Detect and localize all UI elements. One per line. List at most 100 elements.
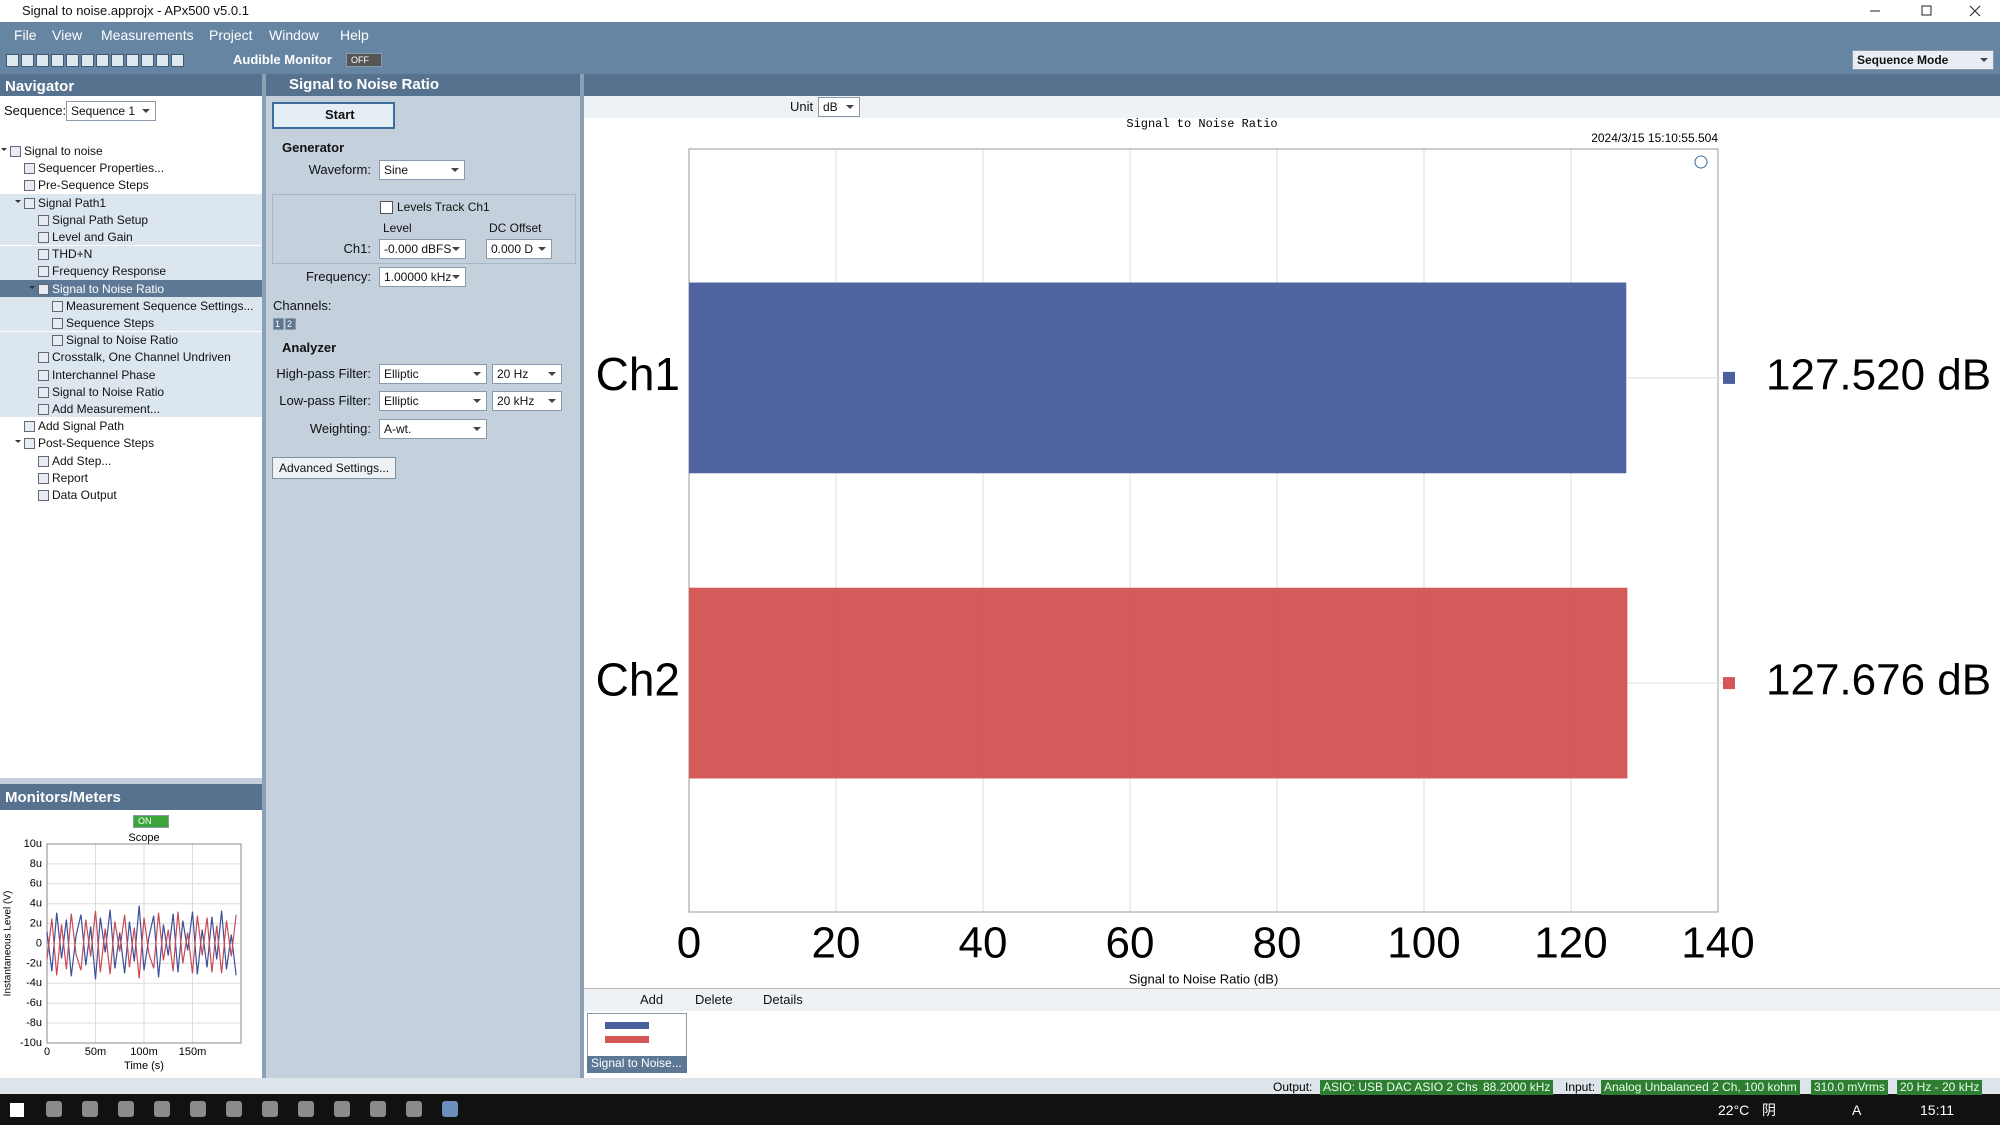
tree-item[interactable]: Interchannel Phase bbox=[52, 367, 156, 382]
tree-item[interactable]: Add Signal Path bbox=[38, 419, 125, 434]
category-label: Ch2 bbox=[596, 653, 680, 705]
tree-item[interactable]: Signal Path Setup bbox=[52, 212, 149, 227]
tree-icon bbox=[38, 386, 49, 398]
thumbnail-caption[interactable]: Signal to Noise... bbox=[587, 1056, 687, 1073]
checkbox[interactable] bbox=[380, 201, 393, 214]
tree-item[interactable]: Pre-Sequence Steps bbox=[38, 178, 149, 193]
expander[interactable] bbox=[29, 285, 35, 292]
toolbar-icon[interactable] bbox=[126, 54, 139, 67]
menu-item[interactable]: Measurements bbox=[101, 27, 194, 43]
taskbar-text: 15:11 bbox=[1920, 1102, 1954, 1118]
level-input[interactable]: -0.000 dBFS bbox=[379, 239, 466, 259]
expander[interactable] bbox=[15, 440, 21, 447]
tree-item[interactable]: Signal to noise bbox=[24, 144, 103, 158]
tree-item[interactable]: Signal to Noise Ratio bbox=[52, 281, 165, 296]
details-button[interactable]: Details bbox=[763, 992, 803, 1007]
frequency-input[interactable]: 1.00000 kHz bbox=[379, 267, 466, 287]
toolbar-icon[interactable] bbox=[111, 54, 124, 67]
tree-item[interactable]: Add Measurement... bbox=[52, 402, 161, 416]
tree-icon bbox=[38, 369, 49, 381]
start-button[interactable] bbox=[272, 102, 395, 129]
tree-item[interactable]: Report bbox=[52, 470, 89, 485]
toolbar-icon[interactable] bbox=[96, 54, 109, 67]
toolbar-icon[interactable] bbox=[51, 54, 64, 67]
taskbar-icon[interactable] bbox=[334, 1101, 350, 1117]
tree-item[interactable]: Post-Sequence Steps bbox=[38, 436, 155, 451]
taskbar-icon[interactable] bbox=[190, 1101, 206, 1117]
toolbar-icon[interactable] bbox=[36, 54, 49, 67]
taskbar-icon[interactable] bbox=[370, 1101, 386, 1117]
delete-button[interactable]: Delete bbox=[695, 992, 733, 1007]
status-field: 88.2000 kHz bbox=[1480, 1080, 1554, 1095]
taskbar-icon[interactable] bbox=[154, 1101, 170, 1117]
toolbar-icon[interactable] bbox=[21, 54, 34, 67]
monitor-toggle[interactable]: OFF bbox=[346, 53, 382, 67]
tree-item[interactable]: Signal Path1 bbox=[38, 195, 107, 210]
x-tick-label: 60 bbox=[1106, 919, 1155, 968]
channel-button[interactable]: 2 bbox=[285, 318, 296, 330]
filter-input[interactable]: 20 Hz bbox=[492, 364, 562, 384]
taskbar-icon[interactable] bbox=[406, 1101, 422, 1117]
restore[interactable] bbox=[1921, 5, 1932, 16]
tree-item[interactable]: THD+N bbox=[52, 247, 93, 262]
add-button[interactable]: Add bbox=[640, 992, 664, 1007]
menu-item[interactable]: Project bbox=[209, 27, 253, 43]
start-label[interactable]: Start bbox=[325, 107, 355, 122]
start-icon[interactable] bbox=[10, 1103, 24, 1117]
menu-item[interactable]: View bbox=[52, 27, 83, 43]
checkbox-label: Levels Track Ch1 bbox=[397, 200, 490, 214]
expander[interactable] bbox=[15, 199, 21, 206]
navigator-title: Navigator bbox=[5, 78, 75, 95]
expander[interactable] bbox=[1, 148, 7, 154]
x-tick-label: 40 bbox=[959, 919, 1008, 968]
tree-item[interactable]: Measurement Sequence Settings... bbox=[66, 298, 254, 313]
taskbar-icon[interactable] bbox=[118, 1101, 134, 1117]
taskbar-icon[interactable] bbox=[46, 1101, 62, 1117]
monitor-state[interactable]: ON bbox=[133, 815, 169, 828]
close[interactable] bbox=[1969, 5, 1981, 17]
taskbar-icon[interactable] bbox=[262, 1101, 278, 1117]
weighting-select[interactable]: A-wt. bbox=[379, 419, 487, 439]
tree-item[interactable]: Sequence Steps bbox=[66, 316, 155, 330]
menu-item[interactable]: File bbox=[14, 27, 37, 43]
tree-item[interactable]: Level and Gain bbox=[52, 230, 133, 244]
toolbar-icon[interactable] bbox=[171, 54, 184, 67]
taskbar-icon[interactable] bbox=[298, 1101, 314, 1117]
toolbar-icon[interactable] bbox=[66, 54, 79, 67]
toolbar-icon[interactable] bbox=[156, 54, 169, 67]
column-label: Level bbox=[383, 221, 412, 235]
toolbar-icon[interactable] bbox=[6, 54, 19, 67]
tree-item[interactable]: Add Step... bbox=[52, 453, 112, 468]
channel-button[interactable]: 1 bbox=[273, 318, 284, 330]
tree-icon bbox=[38, 404, 49, 415]
dc-offset-input[interactable]: 0.000 D bbox=[486, 239, 552, 259]
tree-item[interactable]: Crosstalk, One Channel Undriven bbox=[52, 350, 231, 365]
x-axis-label: Signal to Noise Ratio (dB) bbox=[1129, 971, 1279, 986]
tree-item[interactable]: Signal to Noise Ratio bbox=[66, 333, 179, 348]
mode-select[interactable]: Sequence Mode bbox=[1852, 50, 1994, 70]
taskbar-icon[interactable] bbox=[442, 1101, 458, 1117]
field-label: Ch1: bbox=[343, 241, 371, 256]
tree-item[interactable]: Frequency Response bbox=[52, 264, 167, 279]
title-bar bbox=[0, 0, 2000, 22]
waveform-select[interactable]: Sine bbox=[379, 160, 465, 180]
tree-item[interactable]: Sequencer Properties... bbox=[38, 161, 165, 176]
menu-item[interactable]: Window bbox=[269, 27, 319, 43]
filter-select[interactable]: Elliptic bbox=[379, 364, 487, 384]
status-field: 20 Hz - 20 kHz bbox=[1897, 1080, 1983, 1095]
taskbar-icon[interactable] bbox=[82, 1101, 98, 1117]
menu-item[interactable]: Help bbox=[340, 27, 369, 43]
tree-item[interactable]: Signal to Noise Ratio bbox=[52, 384, 165, 399]
advanced-button[interactable]: Advanced Settings... bbox=[272, 457, 397, 479]
filter-select[interactable]: Elliptic bbox=[379, 391, 487, 411]
toolbar-icon[interactable] bbox=[141, 54, 154, 67]
status-field: Analog Unbalanced 2 Ch, 100 kohm bbox=[1601, 1080, 1800, 1095]
unit-select[interactable]: dB bbox=[818, 97, 860, 117]
sequence-select[interactable]: Sequence 1 bbox=[66, 101, 156, 121]
filter-input[interactable]: 20 kHz bbox=[492, 391, 562, 411]
value-label: 127.676 dB bbox=[1766, 656, 1991, 705]
tree-item[interactable]: Data Output bbox=[52, 488, 117, 502]
taskbar-icon[interactable] bbox=[226, 1101, 242, 1117]
toolbar-icon[interactable] bbox=[81, 54, 94, 67]
